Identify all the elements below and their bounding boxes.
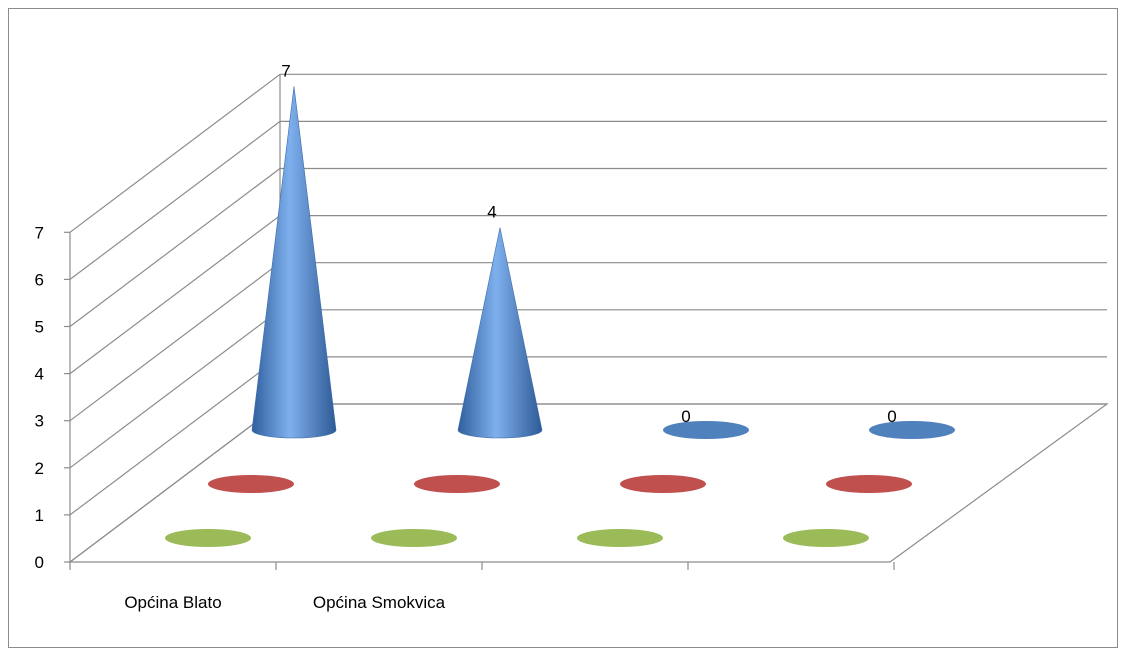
zero-cone-base [165,529,251,547]
floor-layer [68,403,1109,563]
y-tick-label: 2 [35,459,44,478]
side-wall-gridline [69,215,281,375]
zero-cone-base [663,421,749,439]
y-tick-label: 0 [35,553,44,572]
y-tick-label: 3 [35,412,44,431]
y-tick-label: 6 [35,270,44,289]
y-tick-label: 5 [35,318,44,337]
data-label: 7 [281,61,290,80]
cone-bar [457,227,543,439]
zero-cone-base [869,421,955,439]
side-wall-gridline [69,120,281,280]
y-tick-label: 1 [35,506,44,525]
side-wall-gridline [69,168,281,327]
zero-cone-base [371,529,457,547]
side-wall-gridline [69,262,281,422]
cone-bar [251,86,337,439]
side-wall-gridline [69,73,281,233]
data-label: 0 [887,407,896,426]
zero-cone-base [826,475,912,493]
zero-cone-base [620,475,706,493]
data-label: 0 [681,407,690,426]
chart-floor [68,403,1109,563]
axis-layer [64,231,895,570]
marks-layer [165,86,955,547]
label-layer: 0 1 2 3 4 5 6 7 Općina Blato Općina Smokvica 7 4 0 0 [35,61,897,612]
y-tick-label: 7 [35,223,44,242]
zero-cone-base [414,475,500,493]
y-tick-label: 4 [35,365,44,384]
zero-cone-base [577,529,663,547]
data-label: 4 [487,203,496,222]
x-category-label: Općina Blato [124,593,221,612]
zero-cone-base [783,529,869,547]
side-wall-gridline [69,309,281,469]
side-wall-gridline [69,356,281,516]
x-category-label: Općina Smokvica [313,593,446,612]
zero-cone-base [208,475,294,493]
